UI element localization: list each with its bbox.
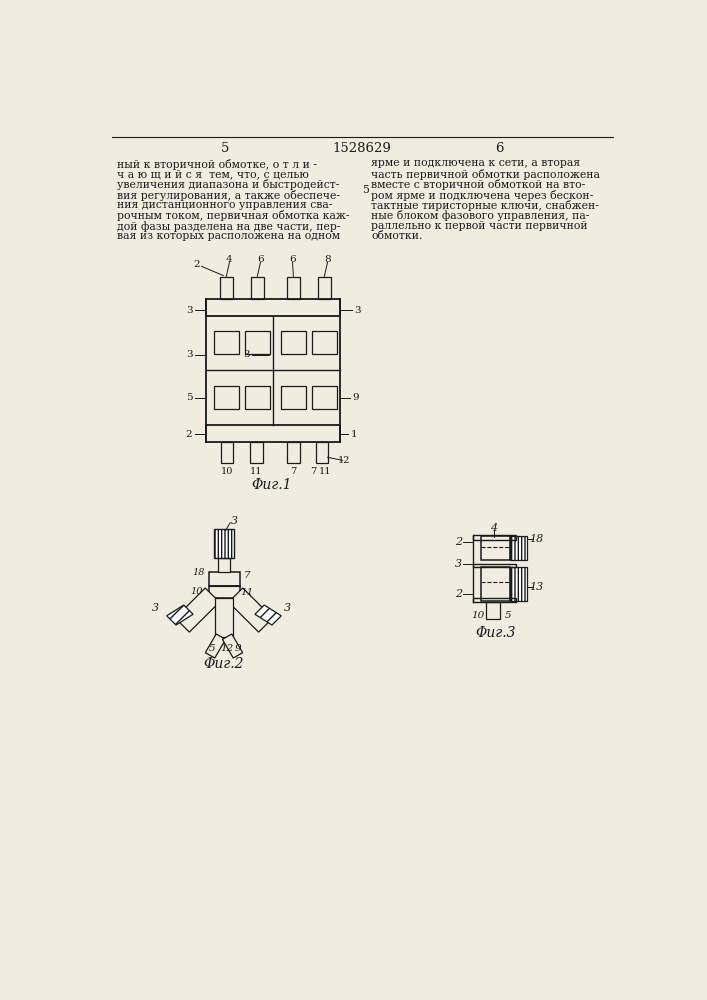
Text: вия регулирования, а также обеспече-: вия регулирования, а также обеспече-: [117, 190, 340, 201]
Text: 2: 2: [455, 589, 462, 599]
Text: 5: 5: [504, 611, 511, 620]
Polygon shape: [175, 588, 219, 632]
Bar: [510, 536, 527, 560]
Bar: [473, 598, 516, 602]
Polygon shape: [223, 634, 243, 658]
Text: обмотки.: обмотки.: [371, 231, 423, 241]
Bar: [214, 386, 239, 409]
Text: Φиг.2: Φиг.2: [204, 657, 244, 671]
Text: вместе с вторичной обмоткой на вто-: вместе с вторичной обмоткой на вто-: [371, 179, 585, 190]
Bar: [473, 535, 516, 540]
Bar: [245, 331, 270, 354]
Text: 12: 12: [338, 456, 351, 465]
Bar: [221, 442, 233, 463]
Text: 12: 12: [221, 644, 234, 653]
Text: 6: 6: [495, 142, 503, 155]
Bar: [287, 442, 300, 463]
Bar: [287, 277, 300, 299]
Text: 4: 4: [226, 255, 233, 264]
Bar: [312, 386, 337, 409]
Text: 7: 7: [310, 467, 317, 476]
Text: 5: 5: [186, 393, 192, 402]
Bar: [214, 529, 234, 558]
Bar: [312, 331, 337, 354]
Bar: [281, 331, 305, 354]
Bar: [251, 277, 264, 299]
Bar: [250, 442, 263, 463]
Text: рочным током, первичная обмотка каж-: рочным током, первичная обмотка каж-: [117, 210, 349, 221]
Text: 3: 3: [455, 559, 462, 569]
Text: ром ярме и подключена через бескон-: ром ярме и подключена через бескон-: [371, 190, 593, 201]
Text: 3: 3: [284, 603, 291, 613]
Text: Φиг.3: Φиг.3: [475, 626, 515, 640]
Text: 6: 6: [257, 255, 264, 264]
Text: 5: 5: [209, 644, 215, 653]
Bar: [316, 442, 328, 463]
Text: 3: 3: [354, 306, 361, 315]
Text: 1: 1: [351, 430, 358, 439]
Text: 11: 11: [319, 467, 332, 476]
Text: 3: 3: [231, 516, 238, 526]
Text: 4: 4: [490, 523, 497, 533]
Bar: [486, 602, 500, 619]
Text: 2: 2: [186, 430, 192, 439]
Text: 11: 11: [250, 467, 263, 476]
Text: ный к вторичной обмотке, о т л и -: ный к вторичной обмотке, о т л и -: [117, 158, 317, 169]
Text: 8: 8: [324, 255, 331, 264]
Text: ния дистанционного управления сва-: ния дистанционного управления сва-: [117, 200, 332, 210]
Bar: [473, 564, 516, 567]
Text: 11: 11: [240, 588, 254, 597]
Bar: [245, 386, 270, 409]
Text: 7: 7: [291, 467, 296, 476]
Bar: [281, 386, 305, 409]
Text: 5: 5: [363, 185, 369, 195]
Text: вая из которых расположена на одном: вая из которых расположена на одном: [117, 231, 340, 241]
Text: 3: 3: [151, 603, 158, 613]
Polygon shape: [205, 634, 226, 658]
Bar: [481, 567, 510, 601]
Text: 9: 9: [235, 644, 241, 653]
Text: ч а ю щ и й с я  тем, что, с целью: ч а ю щ и й с я тем, что, с целью: [117, 169, 309, 179]
Text: 10: 10: [191, 587, 203, 596]
Text: ярме и подключена к сети, а вторая: ярме и подключена к сети, а вторая: [371, 158, 580, 168]
Text: 2: 2: [194, 260, 200, 269]
Text: 3: 3: [186, 350, 192, 359]
Bar: [206, 425, 340, 442]
Text: увеличения диапазона и быстродейст-: увеличения диапазона и быстродейст-: [117, 179, 339, 190]
Text: тактные тиристорные ключи, снабжен-: тактные тиристорные ключи, снабжен-: [371, 200, 599, 211]
Bar: [209, 586, 240, 598]
Text: 13: 13: [530, 582, 544, 592]
Text: дой фазы разделена на две части, пер-: дой фазы разделена на две части, пер-: [117, 221, 341, 232]
Polygon shape: [255, 605, 281, 625]
Bar: [218, 558, 230, 572]
Polygon shape: [228, 588, 273, 632]
Text: 3: 3: [186, 306, 192, 315]
Text: 6: 6: [289, 255, 296, 264]
Text: 1528629: 1528629: [332, 142, 392, 155]
Text: 7: 7: [244, 571, 250, 580]
Bar: [510, 567, 527, 601]
Text: 3: 3: [243, 350, 250, 359]
Bar: [206, 299, 340, 316]
Bar: [318, 277, 331, 299]
Text: ные блоком фазового управления, па-: ные блоком фазового управления, па-: [371, 210, 590, 221]
Bar: [214, 331, 239, 354]
Text: 9: 9: [352, 393, 359, 402]
Text: 10: 10: [472, 611, 485, 620]
Bar: [209, 572, 240, 586]
Text: 18: 18: [192, 568, 204, 577]
Text: раллельно к первой части первичной: раллельно к первой части первичной: [371, 221, 588, 231]
Polygon shape: [167, 605, 193, 625]
Text: часть первичной обмотки расположена: часть первичной обмотки расположена: [371, 169, 600, 180]
Bar: [220, 277, 233, 299]
Text: 10: 10: [221, 467, 233, 476]
Text: 2: 2: [455, 537, 462, 547]
Text: 5: 5: [221, 142, 230, 155]
Polygon shape: [216, 598, 233, 637]
Text: Φиг.1: Φиг.1: [252, 478, 292, 492]
Bar: [481, 536, 510, 560]
Text: 18: 18: [530, 534, 544, 544]
